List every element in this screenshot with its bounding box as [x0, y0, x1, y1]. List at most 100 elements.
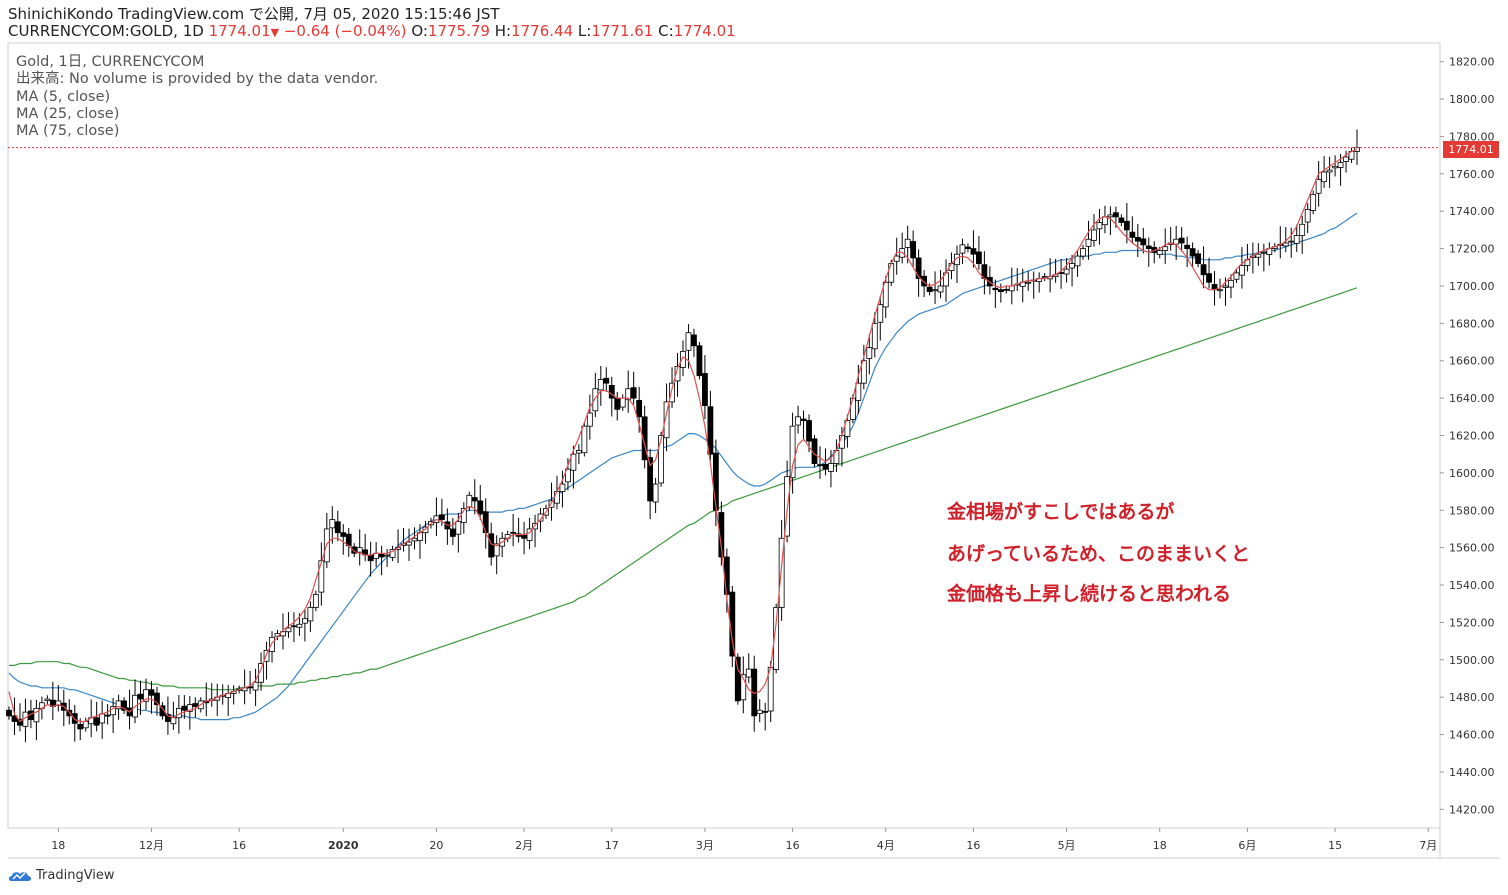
footer-brand-label: TradingView — [36, 868, 115, 883]
candle — [186, 696, 193, 730]
candle — [345, 528, 352, 557]
candle — [932, 271, 938, 304]
candle — [1332, 155, 1338, 177]
legend-ma25[interactable]: MA (25, close) — [16, 106, 120, 122]
last-value: 1774.01 — [208, 22, 271, 40]
x-tick-label: 16 — [786, 839, 800, 852]
candle — [121, 697, 127, 714]
candle — [510, 514, 517, 547]
candle — [1074, 249, 1081, 277]
candle — [712, 439, 719, 527]
candle — [263, 641, 270, 680]
candle — [1151, 241, 1158, 264]
candle — [641, 405, 648, 469]
y-tick-label: 1660.00 — [1449, 355, 1495, 368]
candle — [115, 694, 122, 720]
candle — [1058, 259, 1064, 289]
candle — [1063, 258, 1070, 283]
x-tick-label: 18 — [51, 839, 65, 852]
y-tick-label: 1720.00 — [1449, 243, 1495, 256]
y-tick-label: 1580.00 — [1449, 504, 1495, 517]
y-tick-label: 1760.00 — [1449, 168, 1495, 181]
candle — [433, 497, 440, 537]
candle — [192, 697, 199, 718]
candle — [1091, 214, 1097, 247]
y-tick-label: 1800.00 — [1449, 93, 1495, 106]
candle — [877, 296, 884, 341]
candle — [258, 652, 264, 691]
legend-ma5[interactable]: MA (5, close) — [16, 89, 111, 105]
legend-ma75[interactable]: MA (75, close) — [16, 123, 120, 139]
change-value: −0.64 (−0.04%) — [283, 22, 407, 40]
candle — [663, 383, 670, 452]
candle — [532, 514, 538, 548]
candle — [1118, 214, 1125, 227]
candle — [745, 653, 752, 684]
candle — [828, 450, 834, 488]
candle — [406, 528, 412, 561]
candle — [71, 705, 78, 742]
candle — [143, 678, 149, 710]
candle — [362, 533, 369, 562]
candle — [1348, 147, 1355, 163]
candle — [921, 270, 928, 298]
candle — [1173, 225, 1180, 260]
x-tick-label: 2020 — [328, 839, 359, 852]
candle — [1266, 242, 1273, 266]
x-tick-label: 6月 — [1238, 839, 1256, 852]
candle — [400, 528, 407, 552]
legend-volume[interactable]: 出来高: No volume is provided by the data v… — [16, 71, 379, 87]
candle — [208, 683, 215, 707]
candle — [1189, 242, 1196, 268]
footer-brand[interactable]: TradingView — [8, 868, 115, 883]
candle — [312, 590, 319, 612]
open-value: 1775.79 — [427, 22, 490, 40]
symbol-label: CURRENCYCOM:GOLD, 1D — [8, 22, 204, 40]
candle — [871, 312, 878, 358]
candle — [356, 529, 363, 566]
candle — [137, 680, 144, 715]
y-tick-label: 1420.00 — [1449, 803, 1495, 816]
candle — [608, 376, 615, 417]
ma25-series — [8, 212, 1358, 721]
price-axis[interactable]: 1420.00 1440.00 1460.00 1480.00 1500.00 1520.… — [1440, 56, 1495, 817]
candle — [373, 542, 380, 568]
candle — [1326, 156, 1333, 188]
candle — [230, 685, 237, 705]
y-tick-label: 1440.00 — [1449, 766, 1495, 779]
x-tick-label: 20 — [429, 839, 443, 852]
candle — [422, 520, 429, 544]
candle — [302, 610, 308, 642]
candle — [214, 683, 221, 717]
candlestick-series — [6, 129, 1360, 743]
candle — [181, 695, 188, 719]
candle — [625, 370, 632, 413]
down-arrow-icon: ▼ — [270, 26, 280, 39]
candle — [1129, 216, 1136, 244]
candle — [154, 686, 160, 716]
y-tick-label: 1820.00 — [1449, 56, 1495, 69]
time-axis[interactable]: 18 12月 16 2020 20 2月 17 3月 16 4月 16 5月 18 6月 15 7月 — [51, 828, 1437, 852]
candle — [1140, 227, 1147, 254]
candle — [652, 477, 659, 514]
y-tick-label: 1480.00 — [1449, 691, 1495, 704]
candle — [696, 342, 703, 380]
candle — [575, 444, 582, 465]
candle — [817, 446, 823, 479]
y-tick-label: 1600.00 — [1449, 467, 1495, 480]
candle — [1244, 243, 1251, 272]
plot-area[interactable] — [7, 42, 1441, 829]
candle — [1014, 268, 1021, 292]
candle — [707, 390, 714, 461]
candle — [477, 485, 484, 521]
candle — [839, 426, 845, 467]
candle — [1354, 129, 1360, 165]
candle — [1030, 271, 1037, 299]
legend-title[interactable]: Gold, 1日, CURRENCYCOM — [16, 54, 205, 70]
low-label: L: — [577, 22, 592, 40]
candle — [1184, 236, 1191, 267]
candle — [1200, 246, 1207, 289]
candle — [99, 700, 106, 739]
last-price-tag: 1774.01 — [1443, 141, 1499, 158]
publisher-line: ShinichiKondo TradingView.com で公開, 7月 05… — [8, 5, 500, 23]
